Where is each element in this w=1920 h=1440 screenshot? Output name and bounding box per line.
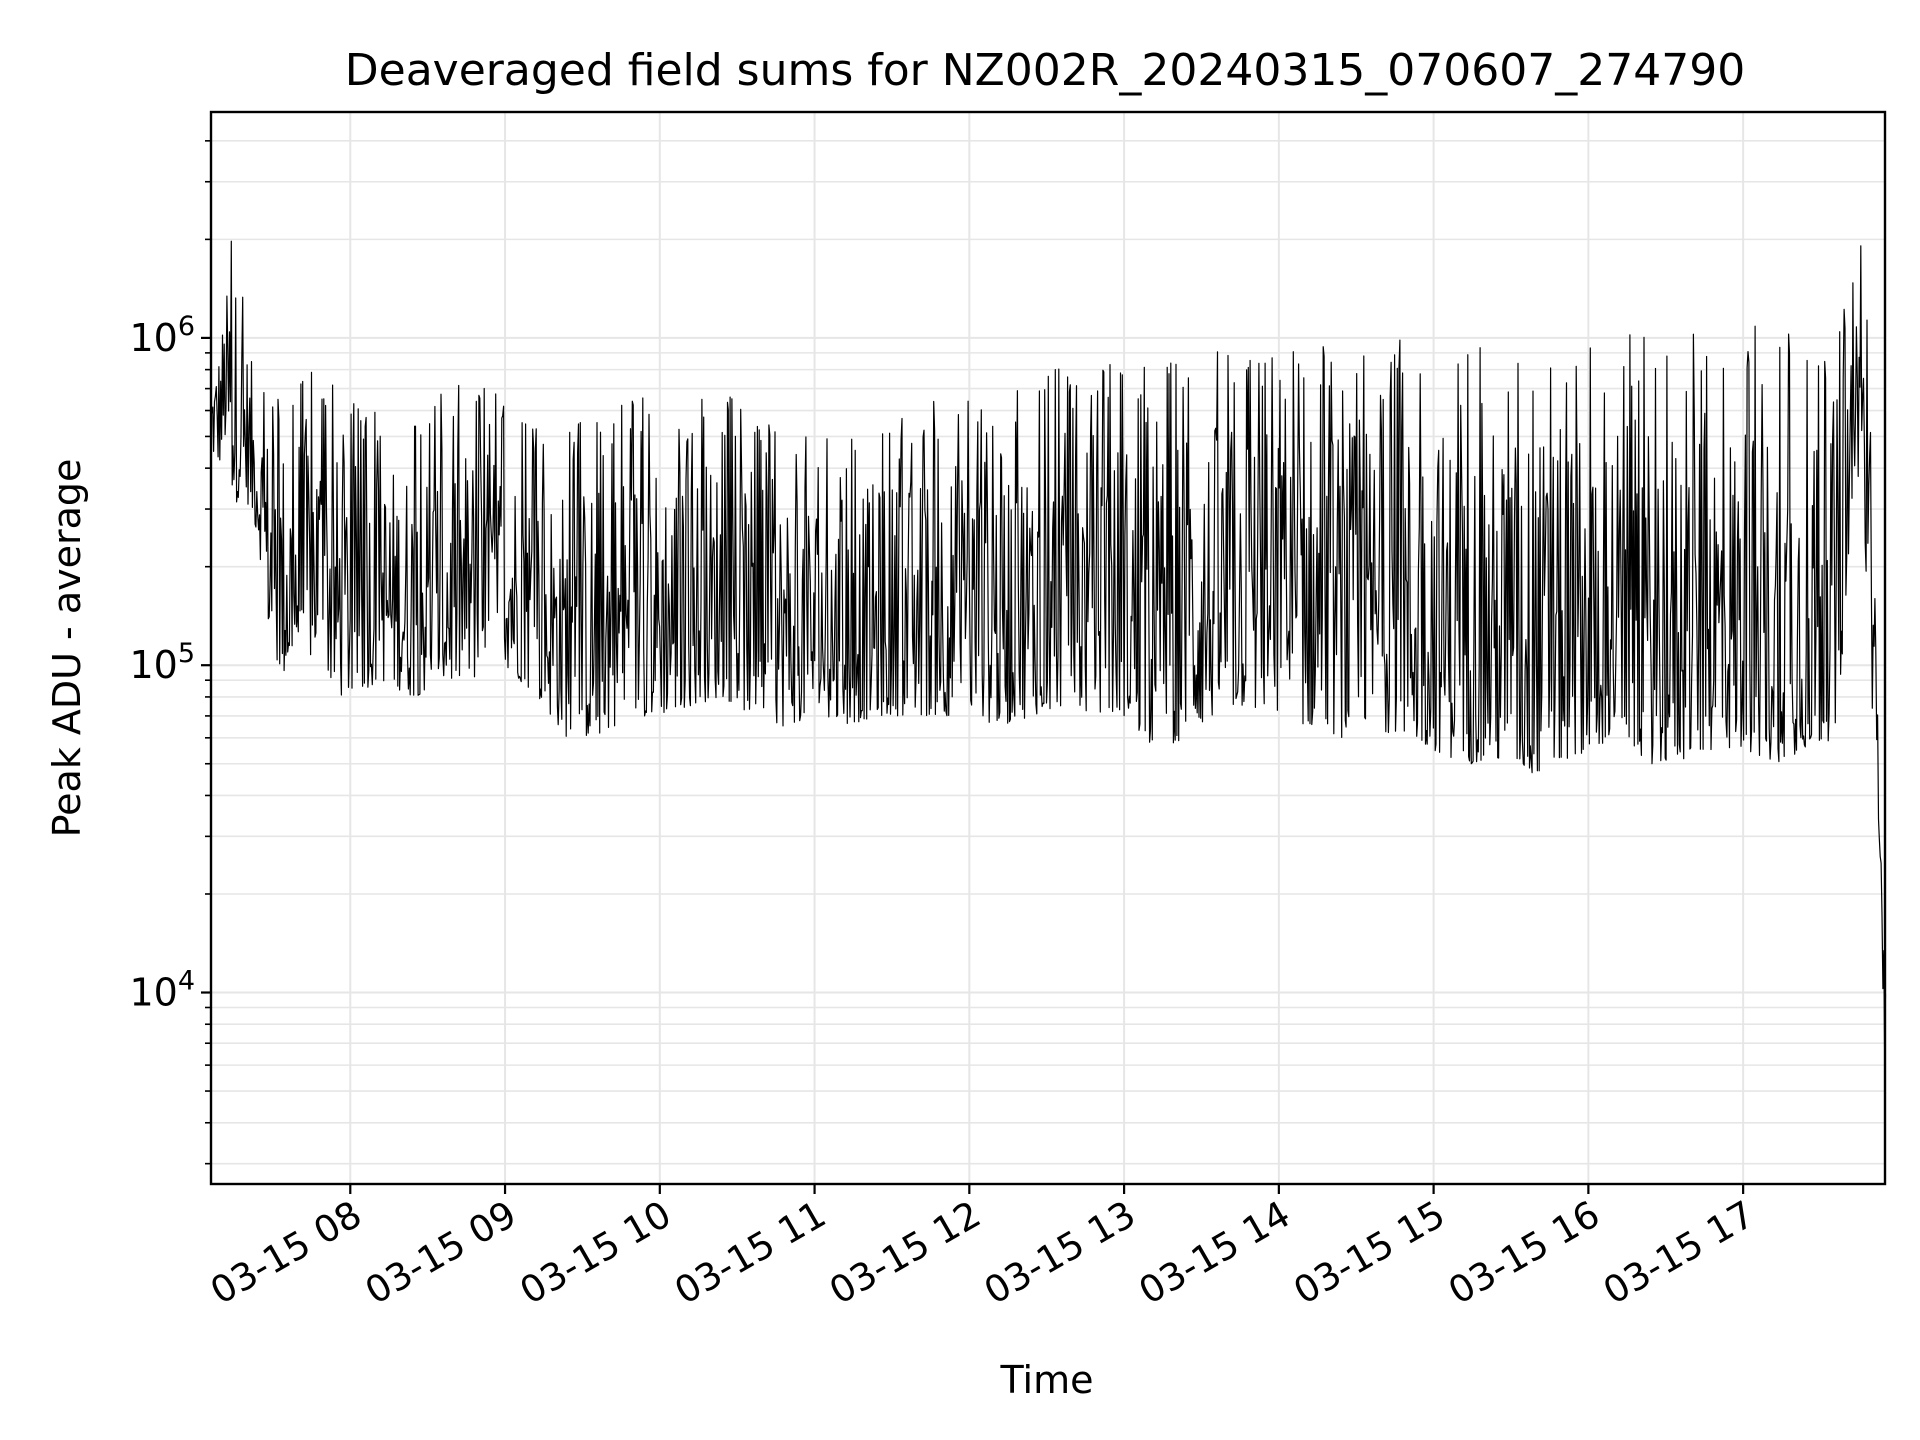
x-tick-label: 03-15 10 — [513, 1193, 679, 1313]
chart-title: Deaveraged field sums for NZ002R_2024031… — [345, 45, 1745, 96]
series-line — [210, 240, 1887, 1050]
grid — [211, 112, 1885, 1184]
y-tick-label: 105 — [129, 638, 195, 687]
x-tick-label: 03-15 17 — [1596, 1193, 1762, 1313]
y-tick-label: 104 — [129, 966, 195, 1015]
y-tick-label: 106 — [129, 311, 195, 360]
x-tick-label: 03-15 13 — [977, 1193, 1143, 1313]
plot-frame — [209, 110, 1887, 1186]
x-tick-label: 03-15 09 — [358, 1193, 524, 1313]
y-axis: 104 105 106 — [129, 140, 211, 1165]
x-tick-label: 03-15 16 — [1441, 1193, 1607, 1313]
y-axis-label: Peak ADU - average — [45, 459, 89, 838]
x-axis-label: Time — [1000, 1358, 1094, 1402]
plot-area — [210, 240, 1887, 1050]
x-tick-label: 03-15 08 — [203, 1193, 369, 1313]
x-tick-label: 03-15 12 — [822, 1193, 988, 1313]
x-tick-label: 03-15 15 — [1287, 1193, 1453, 1313]
x-tick-label: 03-15 14 — [1132, 1193, 1298, 1313]
x-tick-label: 03-15 11 — [667, 1193, 833, 1313]
